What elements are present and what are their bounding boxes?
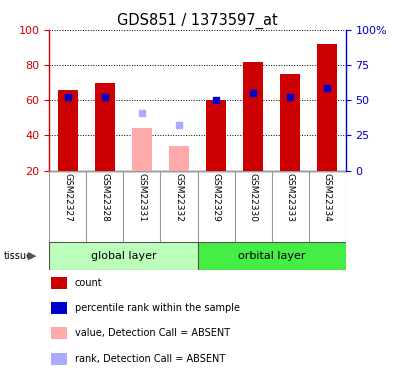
Text: value, Detection Call = ABSENT: value, Detection Call = ABSENT bbox=[75, 328, 230, 338]
Text: GSM22334: GSM22334 bbox=[323, 173, 332, 222]
Text: GSM22329: GSM22329 bbox=[211, 173, 220, 222]
Text: GSM22333: GSM22333 bbox=[286, 173, 295, 222]
Title: GDS851 / 1373597_at: GDS851 / 1373597_at bbox=[117, 12, 278, 28]
Bar bbox=[95, 83, 115, 171]
Text: global layer: global layer bbox=[90, 251, 156, 261]
Bar bbox=[280, 74, 300, 171]
Bar bbox=[51, 327, 67, 339]
Text: GSM22331: GSM22331 bbox=[137, 173, 147, 222]
Bar bbox=[206, 100, 226, 171]
Bar bbox=[132, 128, 152, 171]
Text: GSM22328: GSM22328 bbox=[100, 173, 109, 222]
Text: percentile rank within the sample: percentile rank within the sample bbox=[75, 303, 240, 313]
Text: ▶: ▶ bbox=[28, 251, 37, 261]
Text: GSM22332: GSM22332 bbox=[175, 173, 184, 222]
Text: orbital layer: orbital layer bbox=[238, 251, 305, 261]
Bar bbox=[198, 242, 346, 270]
Bar bbox=[51, 302, 67, 314]
Text: rank, Detection Call = ABSENT: rank, Detection Call = ABSENT bbox=[75, 354, 225, 364]
Bar bbox=[51, 352, 67, 364]
Bar bbox=[58, 90, 78, 171]
Text: GSM22327: GSM22327 bbox=[63, 173, 72, 222]
Bar bbox=[51, 277, 67, 289]
Text: GSM22330: GSM22330 bbox=[248, 173, 258, 222]
Text: tissue: tissue bbox=[4, 251, 33, 261]
Bar bbox=[317, 44, 337, 171]
Text: count: count bbox=[75, 278, 103, 288]
Bar bbox=[243, 62, 263, 171]
Bar bbox=[169, 146, 189, 171]
Bar bbox=[49, 242, 198, 270]
